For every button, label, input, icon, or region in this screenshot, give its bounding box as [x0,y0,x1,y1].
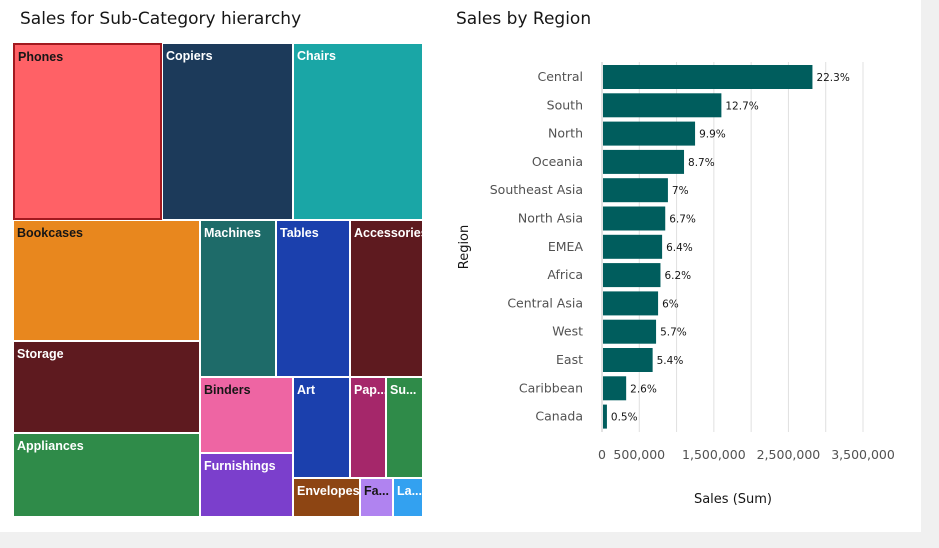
treemap-cell-label: Copiers [166,49,213,63]
treemap-cell-label: Accessories [354,226,423,240]
treemap-cell-label: Bookcases [17,226,84,240]
treemap-cell-machines[interactable]: Machines [200,220,276,377]
treemap-cell-label: Chairs [297,49,336,63]
data-label: 9.9% [699,129,726,141]
x-axis-title: Sales (Sum) [694,492,772,507]
bar-chart: Central 22.3% South 12.7% North 9.9% Oceania 8.… [457,62,895,507]
data-label: 12.7% [725,100,758,112]
category-label: EMEA [548,239,584,254]
treemap-cell-storage[interactable]: Storage [13,341,200,433]
bar-chart-title: Sales by Region [456,9,592,29]
data-label: 0.5% [611,412,638,424]
treemap-cell-envelopes[interactable]: Envelopes [293,478,360,517]
treemap-cell-label: Binders [204,383,251,397]
x-tick-label: 3,500,000 [831,447,895,462]
data-label: 6.4% [666,242,693,254]
treemap-cell-label: Fa... [364,484,390,498]
x-tick-label: 1,500,000 [682,447,746,462]
category-label: Southeast Asia [490,182,583,197]
bar-north-asia[interactable] [603,206,666,231]
y-axis-title: Region [457,225,472,270]
bar-west[interactable] [603,319,657,344]
treemap-cell-chairs[interactable]: Chairs [293,43,423,220]
category-label: Canada [535,409,583,424]
treemap-cell-accessories[interactable]: Accessories [350,220,423,377]
category-label: Africa [547,267,583,282]
treemap-title: Sales for Sub-Category hierarchy [20,9,302,29]
treemap-cell-art[interactable]: Art [293,377,350,478]
category-label: East [556,352,583,367]
treemap-cell-label: Art [297,383,316,397]
category-label: Central [537,69,583,84]
treemap-cell-bookcases[interactable]: Bookcases [13,220,200,341]
treemap-cell-tables[interactable]: Tables [276,220,350,377]
bar-emea[interactable] [603,234,663,259]
x-tick-label: 2,500,000 [757,447,821,462]
data-label: 2.6% [630,383,657,395]
treemap-cell-label: Storage [17,347,64,361]
category-label: Central Asia [507,295,583,310]
bar-caribbean[interactable] [603,376,627,401]
data-label: 5.7% [660,327,687,339]
treemap-cell-label: Furnishings [204,459,276,473]
treemap-cell-furnishings[interactable]: Furnishings [200,453,293,517]
treemap-cell-label: La... [397,484,423,498]
treemap-cell-label: Su... [390,383,417,397]
treemap-cell-label: Tables [280,226,319,240]
treemap-cell-su[interactable]: Su... [386,377,423,478]
category-label: Oceania [532,154,583,169]
treemap-cell-label: Pap... [354,383,386,397]
treemap-cell-fa[interactable]: Fa... [360,478,393,517]
treemap-cell-pap[interactable]: Pap... [350,377,386,478]
bar-south[interactable] [603,93,722,118]
dashboard-panel: Sales for Sub-Category hierarchy Sales b… [0,0,921,532]
data-label: 6% [662,298,679,310]
bar-east[interactable] [603,348,653,372]
bar-central-asia[interactable] [603,291,659,316]
category-label: South [547,97,583,112]
treemap-cell-la[interactable]: La... [393,478,423,517]
treemap-cell-label: Envelopes [297,484,360,498]
bar-africa[interactable] [603,263,661,288]
treemap-cell-label: Phones [18,50,64,64]
bar-oceania[interactable] [603,149,685,174]
bar-central[interactable] [603,65,813,89]
category-label: North Asia [518,211,583,226]
treemap-cell-appliances[interactable]: Appliances [13,433,200,517]
data-label: 8.7% [688,157,715,169]
bar-north[interactable] [603,121,696,146]
bar-southeast-asia[interactable] [603,178,668,203]
data-label: 5.4% [657,355,684,367]
category-label: Caribbean [519,380,583,395]
treemap-cell-phones[interactable]: Phones [13,43,162,220]
treemap-cell-binders[interactable]: Binders [200,377,293,453]
data-label: 7% [672,185,689,197]
data-label: 6.2% [664,270,691,282]
treemap-cell-label: Appliances [17,439,84,453]
category-label: West [552,324,583,339]
treemap-cell-copiers[interactable]: Copiers [162,43,293,220]
category-label: North [548,126,583,141]
treemap-cell-label: Machines [204,226,261,240]
data-label: 22.3% [816,72,849,84]
x-tick-label: 0 [598,447,606,462]
x-tick-label: 500,000 [613,447,665,462]
data-label: 6.7% [669,214,696,226]
bar-canada[interactable] [603,404,607,429]
